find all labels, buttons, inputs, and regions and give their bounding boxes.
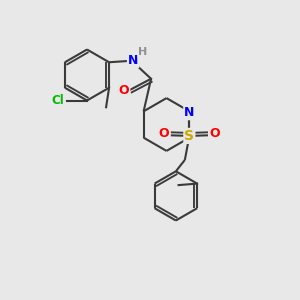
Text: N: N bbox=[128, 54, 138, 67]
Text: S: S bbox=[184, 129, 194, 143]
Text: O: O bbox=[159, 127, 169, 140]
Text: O: O bbox=[119, 84, 129, 97]
Text: H: H bbox=[138, 47, 148, 57]
Text: Cl: Cl bbox=[51, 94, 64, 107]
Text: O: O bbox=[209, 127, 220, 140]
Text: N: N bbox=[184, 106, 195, 119]
